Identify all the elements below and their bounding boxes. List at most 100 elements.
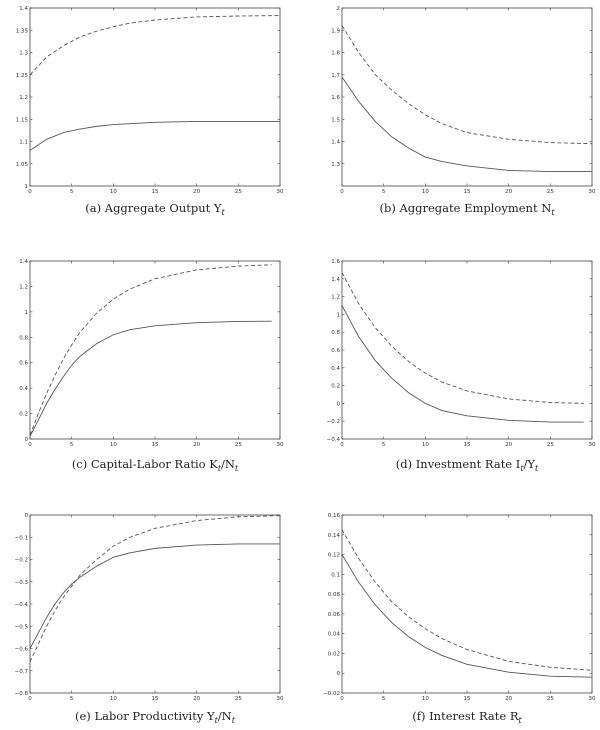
x-tick-label: 10: [110, 189, 117, 195]
y-tick-label: −0.8: [15, 691, 29, 697]
series-line-dashed: [29, 264, 272, 436]
x-tick-label: 20: [505, 442, 512, 448]
x-tick-label: 20: [505, 189, 512, 195]
chart-panel-e: 0 5 10 15 20 25 30 −0.8 −0.7 −0.6 −0.5 −0.4 −0.3 −0.2…: [15, 513, 284, 725]
x-tick-label: 0: [340, 442, 344, 448]
x-tick-label: 0: [340, 189, 344, 195]
series-line-dashed: [341, 529, 593, 671]
y-tick-label: −0.6: [15, 647, 29, 653]
x-tick-label: 10: [422, 189, 429, 195]
x-tick-label: 30: [277, 442, 284, 448]
x-tick-label: 5: [70, 696, 74, 702]
x-tick-label: 10: [422, 442, 429, 448]
y-tick-label: −0.7: [15, 669, 29, 675]
series-line-dashed: [341, 272, 584, 404]
y-tick-label: 0: [337, 671, 341, 677]
y-tick-label: 1.25: [16, 73, 29, 79]
y-tick-label: 0.6: [331, 348, 340, 354]
y-tick-label: 1.5: [331, 117, 340, 123]
axes-frame: [341, 7, 593, 187]
x-tick-label: 25: [547, 189, 554, 195]
x-tick-label: 20: [193, 442, 200, 448]
y-tick-label: 1.15: [16, 117, 29, 123]
x-tick-label: 25: [235, 696, 242, 702]
y-tick-label: 1.6: [331, 95, 340, 101]
x-tick-label: 15: [464, 189, 471, 195]
x-tick-label: 10: [110, 442, 117, 448]
panel-caption: (c) Capital-Labor Ratio Kt/Nt: [72, 457, 239, 473]
x-tick-label: 30: [277, 189, 284, 195]
y-tick-label: −0.1: [15, 535, 28, 541]
x-tick-label: 30: [589, 442, 596, 448]
y-tick-label: 1: [337, 312, 341, 318]
x-tick-label: 15: [152, 696, 159, 702]
y-tick-label: 1.1: [19, 140, 28, 146]
y-tick-label: 1.7: [331, 73, 340, 79]
axes-frame: [341, 514, 593, 694]
series-line-solid: [341, 554, 593, 678]
y-tick-label: 0.4: [331, 366, 340, 372]
caption-text-tail: /N: [218, 709, 232, 723]
y-tick-label: 1.4: [331, 277, 340, 283]
series-line-solid: [341, 76, 592, 172]
axes-frame: [29, 260, 281, 440]
y-tick-label: 0.12: [328, 553, 340, 559]
y-tick-label: 0.1: [331, 572, 340, 578]
y-tick-label: 1: [25, 184, 29, 190]
y-tick-label: 1.2: [19, 95, 28, 101]
series-line-solid: [29, 320, 272, 437]
y-tick-label: −0.4: [327, 437, 341, 443]
caption-text-tail: /Y: [524, 457, 536, 471]
x-tick-label: 20: [193, 189, 200, 195]
series-line-dashed: [29, 515, 281, 663]
chart-panel-d: 0 5 10 15 20 25 30 −0.4 −0.2 0 0.2 0.4 0.6 0.8 1 1.2 1.4…: [327, 259, 596, 473]
y-tick-label: 1.4: [19, 259, 28, 265]
y-tick-label: 0.2: [331, 384, 340, 390]
x-tick-label: 10: [110, 696, 117, 702]
chart-panel-b: 0 5 10 15 20 25 30 1.3 1.4 1.5 1.6 1.7 1.8 1.9 2 (b) Ag…: [331, 6, 596, 217]
y-tick-label: 1.3: [19, 51, 28, 57]
chart-panel-f: 0 5 10 15 20 25 30−0.0200.020.040.060.080.10.1…: [323, 513, 596, 725]
panel-caption: (f) Interest Rate Rt: [412, 709, 522, 725]
y-tick-label: 1.4: [19, 6, 28, 12]
caption-subscript: t: [232, 716, 236, 725]
caption-subscript: t: [520, 464, 524, 473]
y-tick-label: −0.4: [15, 602, 29, 608]
caption-text: (b) Aggregate Employment N: [379, 201, 551, 215]
y-tick-label: −0.3: [15, 580, 29, 586]
caption-text: (f) Interest Rate R: [412, 709, 519, 723]
axes-frame: [29, 514, 281, 694]
panel-caption: (d) Investment Rate It/Yt: [396, 457, 539, 473]
caption-text: (a) Aggregate Output Y: [85, 201, 222, 215]
x-tick-label: 0: [340, 696, 344, 702]
axes-frame: [341, 260, 593, 440]
x-tick-label: 30: [277, 696, 284, 702]
caption-subscript: t: [535, 464, 539, 473]
series-line-solid: [29, 543, 280, 649]
caption-text: (e) Labor Productivity Y: [75, 709, 215, 723]
x-tick-label: 0: [28, 442, 32, 448]
y-tick-label: 1.3: [331, 162, 340, 168]
y-tick-label: −0.2: [327, 419, 340, 425]
x-tick-label: 20: [505, 696, 512, 702]
y-tick-label: 0: [25, 437, 29, 443]
x-tick-label: 10: [422, 696, 429, 702]
y-tick-label: 0.04: [328, 632, 341, 638]
x-tick-label: 0: [28, 189, 32, 195]
y-tick-label: 0.14: [328, 533, 341, 539]
y-tick-label: 0: [337, 401, 341, 407]
x-tick-label: 5: [382, 189, 386, 195]
caption-subscript: t: [551, 208, 555, 217]
y-tick-label: 1.6: [331, 259, 340, 265]
caption-subscript: t: [235, 464, 239, 473]
x-tick-label: 5: [382, 696, 386, 702]
caption-text: (d) Investment Rate I: [396, 457, 521, 471]
x-tick-label: 15: [152, 189, 159, 195]
y-tick-label: 1.2: [19, 284, 28, 290]
chart-panel-a: 0 5 10 15 20 25 30 1 1.05 1.1 1.15 1.2 1.25 1.3 1.35 1.…: [16, 6, 284, 217]
y-tick-label: 0.6: [19, 361, 28, 367]
series-line-solid: [341, 305, 584, 423]
caption-text-tail: /N: [221, 457, 235, 471]
x-tick-label: 15: [464, 442, 471, 448]
